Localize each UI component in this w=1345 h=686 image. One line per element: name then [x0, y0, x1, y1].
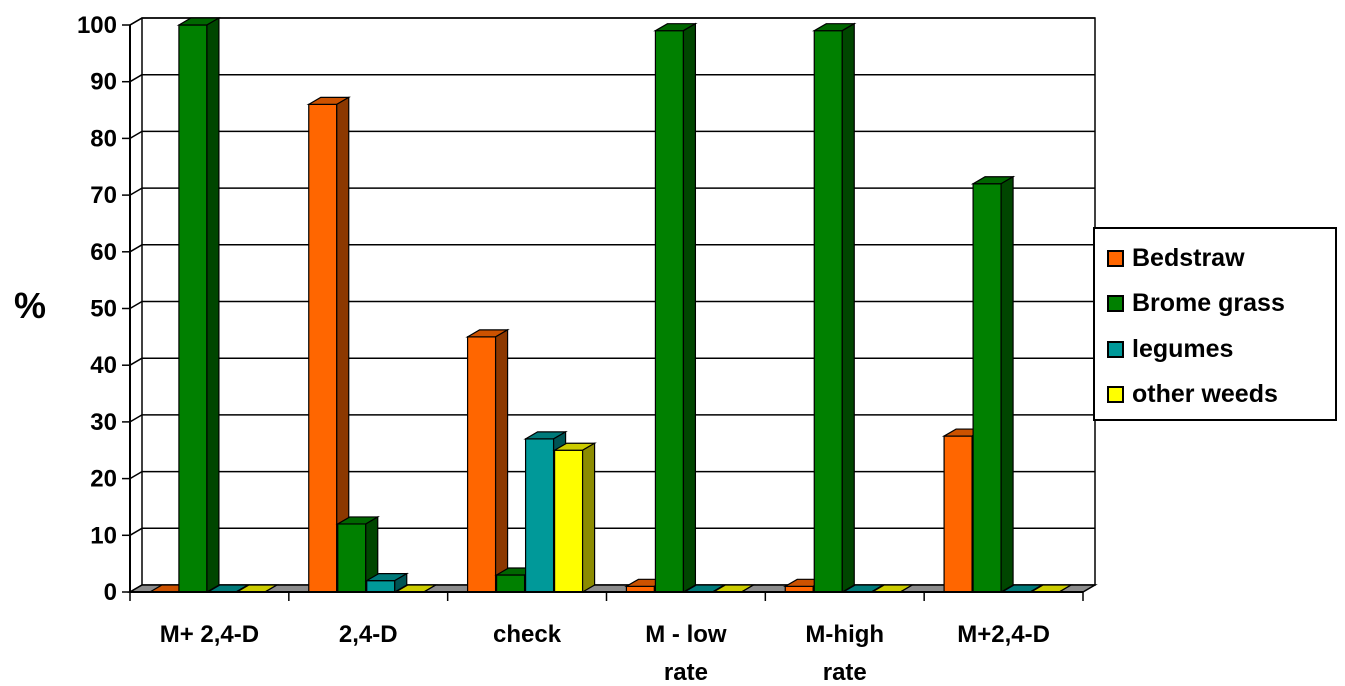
bar-front [178, 24, 208, 593]
legend-item: Brome grass [1107, 288, 1285, 318]
x-tick-label: M+ 2,4-D [160, 621, 259, 648]
gridline-side [129, 187, 143, 196]
legend-swatch-bedstraw [1107, 249, 1124, 267]
bar-side [581, 442, 596, 594]
legend-item: legumes [1107, 334, 1233, 364]
y-tick-label: 40 [90, 352, 117, 379]
bar-front [337, 523, 367, 593]
bar-side [336, 96, 350, 594]
gridlines [129, 17, 1095, 593]
gridline-side [129, 74, 143, 83]
bar [176, 16, 222, 594]
gridline-side [129, 244, 143, 253]
gridline-side [129, 300, 143, 310]
gridline-side [129, 414, 143, 423]
legend-item: Bedstraw [1107, 243, 1245, 273]
legend: Bedstraw Brome grass legumes other weeds [1093, 227, 1337, 421]
legend-label: Bedstraw [1132, 243, 1245, 272]
y-tick-label: 90 [90, 69, 117, 96]
x-tick-label: 2,4-D [339, 621, 398, 648]
bar-front [366, 580, 396, 593]
bars [147, 16, 1074, 594]
bar-side [206, 16, 220, 594]
bar-front [466, 336, 497, 593]
bar-side [1058, 584, 1072, 593]
x-tick-label: M+2,4-D [957, 621, 1050, 648]
bar [653, 22, 698, 594]
y-tick-label: 0 [104, 579, 117, 606]
legend-label: Brome grass [1132, 288, 1285, 317]
x-tick-labels: M+ 2,4-D 2,4-D check M - low rate M-high rate M… [160, 621, 1050, 686]
legend-swatch-brome-grass [1107, 294, 1124, 312]
legend-swatch-legumes [1107, 340, 1124, 358]
y-axis-top-edge [129, 17, 143, 26]
y-tick-label: 50 [90, 296, 117, 323]
bar-side [494, 328, 509, 594]
y-tick-label: 70 [90, 182, 117, 209]
x-tick-label: M - low rate [645, 621, 727, 686]
y-tick-labels: 0 10 20 30 40 50 60 70 80 90 100 [77, 12, 117, 606]
y-tick-label: 30 [90, 409, 117, 436]
legend-swatch-other-weeds [1107, 385, 1124, 403]
y-axis-label: % [14, 285, 46, 326]
bar-side [682, 22, 697, 594]
gridline-side [129, 130, 143, 140]
legend-label: other weeds [1132, 379, 1278, 408]
x-tick-label: check [493, 621, 562, 648]
bar [465, 328, 510, 594]
bar [812, 22, 857, 594]
bar-front [524, 438, 555, 593]
x-tick-label: M-high rate [805, 621, 884, 686]
bar-front [972, 183, 1002, 593]
axes [122, 17, 1084, 601]
legend-item: other weeds [1107, 379, 1278, 409]
bar [306, 96, 351, 594]
bar [393, 584, 438, 593]
gridline-side [129, 527, 143, 536]
y-tick-label: 10 [90, 522, 117, 549]
y-tick-label: 100 [77, 12, 117, 39]
bar-side [423, 584, 437, 593]
bar-front [813, 30, 843, 593]
bar-side [899, 584, 913, 593]
bar-side [1000, 175, 1014, 594]
gridline-side [129, 470, 143, 480]
y-tick-label: 20 [90, 466, 117, 493]
bar-front [308, 103, 338, 593]
bar-side [841, 22, 855, 594]
bar-front [495, 574, 526, 593]
bar [552, 442, 597, 594]
y-tick-label: 60 [90, 239, 117, 266]
gridline-side [129, 357, 143, 366]
bar [364, 572, 409, 594]
bar-side [741, 584, 754, 593]
bar [335, 515, 380, 594]
y-tick-label: 80 [90, 125, 117, 152]
bar-front [943, 435, 973, 593]
bar-front [654, 30, 685, 593]
bar-side [264, 584, 278, 593]
bar-front [553, 449, 584, 593]
bar [970, 175, 1016, 594]
legend-label: legumes [1132, 334, 1234, 363]
